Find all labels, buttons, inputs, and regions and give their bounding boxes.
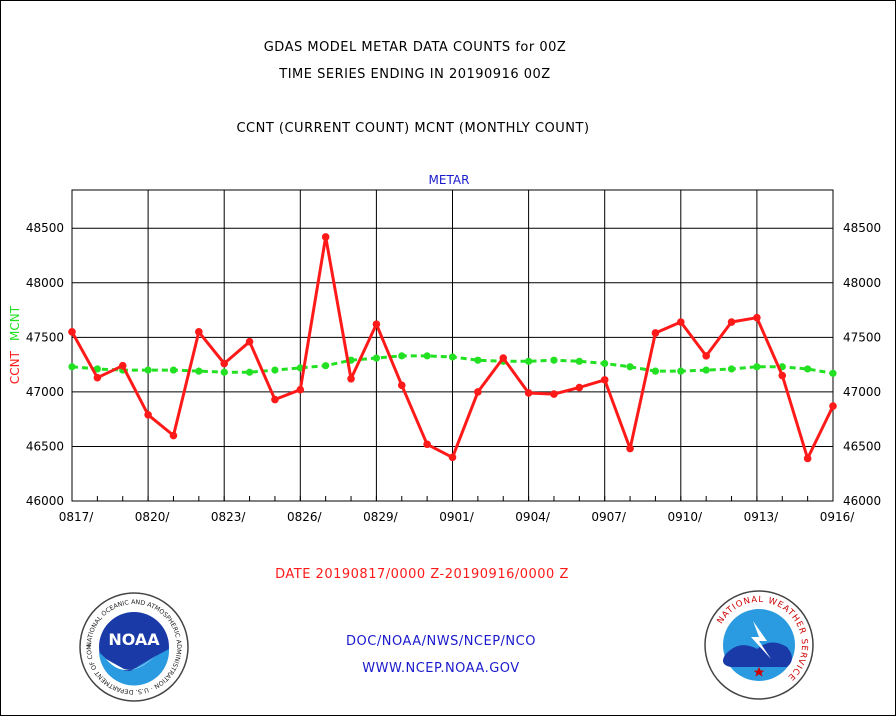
y-label-ccnt: CCNT — [8, 350, 22, 384]
data-point-ccnt — [677, 318, 685, 326]
x-tick-label: 0826/ — [287, 510, 323, 524]
noaa-logo-text: NOAA — [108, 630, 160, 649]
data-point-mcnt — [601, 359, 609, 368]
org-text: DOC/NOAA/NWS/NCEP/NCO — [346, 634, 536, 649]
data-point-mcnt — [677, 367, 685, 375]
data-point-ccnt — [423, 440, 431, 449]
data-point-ccnt — [321, 233, 330, 241]
data-point-ccnt — [499, 354, 508, 362]
y-tick-label-right: 46000 — [843, 494, 881, 508]
y-label-mcnt: MCNT — [8, 305, 22, 341]
data-point-mcnt — [398, 352, 406, 360]
data-point-ccnt — [68, 328, 76, 336]
data-point-mcnt — [626, 363, 634, 371]
data-point-ccnt — [702, 352, 710, 360]
data-point-mcnt — [829, 369, 837, 377]
panel-title: METAR — [429, 173, 470, 187]
data-point-mcnt — [322, 362, 330, 370]
data-point-ccnt — [778, 371, 787, 380]
chart-title-2: TIME SERIES ENDING IN 20190916 00Z — [278, 67, 550, 82]
y-tick-label-right: 47500 — [843, 330, 881, 344]
data-point-mcnt — [575, 357, 583, 365]
data-point-ccnt — [575, 383, 584, 392]
data-point-ccnt — [753, 313, 761, 322]
data-point-ccnt — [245, 337, 254, 346]
y-ticks-left: 46000 46500 47000 47500 48000 48500 — [26, 221, 64, 508]
data-point-ccnt — [118, 361, 127, 370]
data-point-ccnt — [803, 454, 812, 463]
y-tick-label-right: 48500 — [843, 221, 881, 235]
data-point-mcnt — [144, 366, 152, 374]
x-tick-label: 0829/ — [363, 510, 399, 524]
data-point-mcnt — [372, 354, 380, 362]
x-tick-label: 0901/ — [439, 510, 475, 524]
x-tick-label: 0904/ — [515, 510, 551, 524]
data-point-mcnt — [474, 356, 482, 364]
data-point-mcnt — [93, 365, 101, 373]
x-tick-label: 0913/ — [744, 510, 780, 524]
data-point-ccnt — [448, 453, 457, 462]
x-tick-label: 0907/ — [591, 510, 627, 524]
series-group — [68, 233, 837, 463]
y-tick-label-left: 47000 — [26, 385, 64, 399]
y-tick-label-right: 48000 — [843, 276, 881, 290]
data-point-ccnt — [600, 376, 609, 384]
x-tick-label: 0823/ — [211, 510, 247, 524]
data-point-mcnt — [651, 367, 660, 375]
data-point-ccnt — [347, 374, 355, 383]
nws-logo: NATIONAL WEATHER SERVICE — [704, 590, 814, 700]
x-tick-label: 0820/ — [135, 510, 171, 524]
data-point-mcnt — [271, 366, 279, 374]
y-tick-label-left: 48000 — [26, 276, 64, 290]
data-point-mcnt — [169, 366, 178, 374]
data-point-mcnt — [550, 356, 558, 364]
y-tick-label-left: 46500 — [26, 439, 64, 453]
y-tick-label-left: 46000 — [26, 494, 64, 508]
data-point-mcnt — [245, 368, 254, 376]
x-tick-label: 0916/ — [820, 510, 856, 524]
data-point-ccnt — [144, 410, 152, 419]
data-point-ccnt — [296, 385, 305, 394]
data-point-ccnt — [626, 444, 634, 453]
data-point-mcnt — [727, 365, 736, 373]
data-point-ccnt — [195, 328, 203, 336]
data-point-mcnt — [525, 357, 533, 365]
y-tick-label-left: 48500 — [26, 221, 64, 235]
data-point-mcnt — [423, 352, 431, 360]
date-range: DATE 20190817/0000 Z-20190916/0000 Z — [275, 567, 569, 582]
data-point-ccnt — [220, 359, 228, 368]
data-point-ccnt — [651, 329, 660, 337]
data-point-mcnt — [68, 363, 76, 371]
data-point-ccnt — [829, 402, 837, 410]
x-tick-label: 0910/ — [668, 510, 704, 524]
data-point-mcnt — [195, 367, 203, 375]
chart-title-1: GDAS MODEL METAR DATA COUNTS for 00Z — [264, 40, 567, 55]
data-point-ccnt — [550, 390, 558, 398]
y-tick-label-left: 47500 — [26, 330, 64, 344]
data-point-ccnt — [271, 395, 279, 404]
y-ticks-right: 46000 46500 47000 47500 48000 48500 — [843, 221, 881, 508]
y-axis-label: CCNT MCNT — [8, 305, 22, 384]
y-tick-label-right: 46500 — [843, 439, 881, 453]
data-point-mcnt — [220, 368, 228, 376]
noaa-logo: NOAA NATIONAL OCEANIC AND ATMOSPHERIC AD… — [79, 592, 189, 702]
data-point-ccnt — [372, 320, 381, 329]
data-point-mcnt — [702, 366, 710, 374]
data-point-ccnt — [397, 381, 406, 390]
data-point-mcnt — [753, 363, 761, 371]
x-ticks: 0817/0820/0823/0826/0829/0901/0904/0907/… — [59, 510, 856, 524]
data-point-mcnt — [448, 353, 457, 361]
x-tick-label: 0817/ — [59, 510, 95, 524]
url-link[interactable]: WWW.NCEP.NOAA.GOV — [362, 661, 519, 676]
data-point-mcnt — [804, 365, 812, 373]
chart-subtitle: CCNT (CURRENT COUNT) MCNT (MONTHLY COUNT… — [236, 121, 589, 136]
data-point-ccnt — [169, 431, 178, 440]
data-point-ccnt — [474, 388, 482, 396]
data-point-mcnt — [296, 364, 304, 372]
y-tick-label-right: 47000 — [843, 385, 881, 399]
data-point-ccnt — [93, 373, 102, 382]
data-point-ccnt — [524, 389, 533, 397]
data-point-ccnt — [727, 318, 736, 326]
